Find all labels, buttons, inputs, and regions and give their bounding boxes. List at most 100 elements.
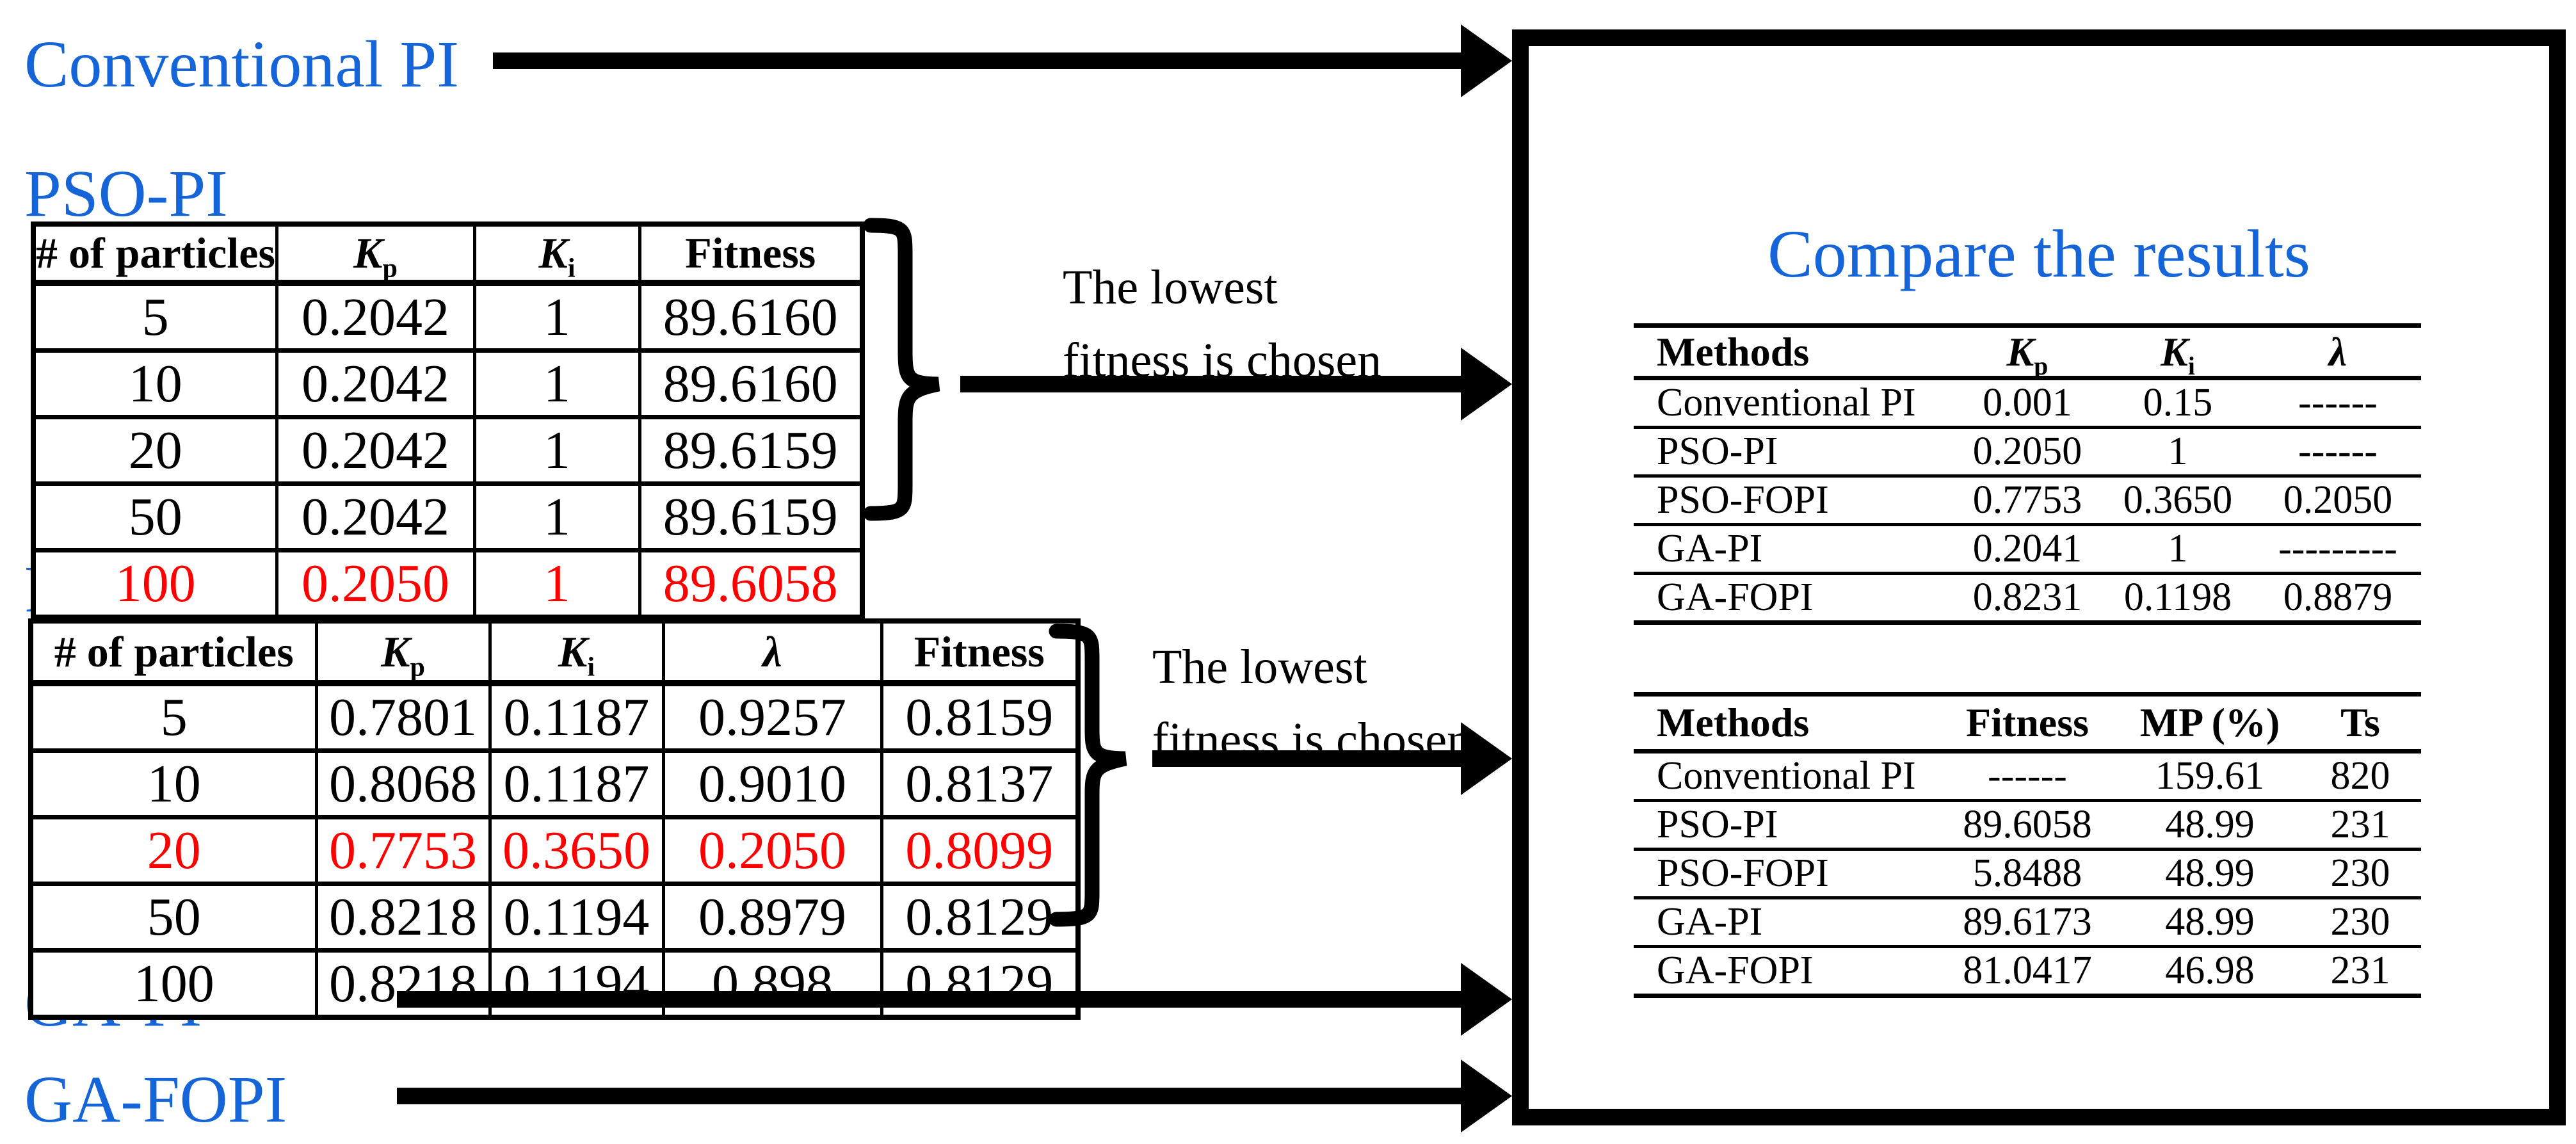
- table-cell: Conventional PI: [1634, 378, 1954, 429]
- table-cell: 50: [29, 882, 318, 953]
- label-pso-pi: PSO-PI: [24, 157, 228, 230]
- table-cell: 48.99: [2120, 849, 2299, 899]
- table-cell: 48.99: [2120, 898, 2299, 948]
- table-row: PSO-PI 89.6058 48.99 231: [1634, 800, 2421, 851]
- arrow-shaft: [1152, 750, 1465, 767]
- note-line: The lowest: [1152, 640, 1367, 694]
- table-cell: 0.2042: [275, 481, 476, 552]
- table-cell: 1: [472, 280, 641, 353]
- table-cell: 89.6058: [638, 548, 864, 620]
- table-cell: ---------: [2255, 524, 2421, 575]
- table-cell: 0.8879: [2255, 573, 2421, 625]
- table-cell: GA-FOPI: [1634, 573, 1954, 625]
- table-cell: 100: [29, 948, 318, 1020]
- table-cell: 1: [472, 548, 641, 620]
- arrow-shaft: [493, 52, 1465, 69]
- table-row: 5 0.7801 0.1187 0.9257 0.8159: [29, 681, 1080, 753]
- table-row: GA-FOPI 0.8231 0.1198 0.8879: [1634, 573, 2421, 625]
- table-cell: 231: [2299, 946, 2421, 998]
- pso-pi-table: # of particles Kp Ki Fitness 5 0.2042 1 89.6160…: [31, 222, 865, 620]
- table-header-row: # of particles Kp Ki Fitness: [31, 222, 864, 286]
- table-cell: 1: [472, 348, 641, 419]
- table-cell: 230: [2299, 898, 2421, 948]
- table-cell: 0.7753: [314, 815, 492, 886]
- column-header: # of particles: [31, 222, 278, 286]
- table-cell: 0.8068: [314, 748, 492, 819]
- table-row: 10 0.2042 1 89.6160: [31, 348, 864, 419]
- table-cell: 10: [31, 348, 278, 419]
- table-cell: 0.1198: [2101, 573, 2255, 625]
- table-cell: 0.2050: [275, 548, 476, 620]
- table-header-row: Methods Fitness MP (%) Ts: [1634, 692, 2421, 753]
- table-cell: 0.001: [1954, 378, 2101, 429]
- column-header: Ki: [488, 618, 665, 686]
- table-cell: 81.0417: [1935, 946, 2120, 998]
- table-row: 50 0.8218 0.1194 0.8979 0.8129: [29, 882, 1080, 953]
- table-cell: 0.2042: [275, 415, 476, 486]
- column-header: λ: [661, 618, 883, 686]
- table-cell: 0.8979: [661, 882, 883, 953]
- column-header: Ki: [472, 222, 641, 286]
- table-row: 50 0.2042 1 89.6159: [31, 481, 864, 552]
- table-header-row: Methods Kp Ki λ: [1634, 323, 2421, 380]
- column-header: # of particles: [29, 618, 318, 686]
- table-cell: 89.6173: [1935, 898, 2120, 948]
- column-header: Kp: [1954, 323, 2101, 380]
- arrow-pso-fopi-result: [1152, 722, 1512, 795]
- table-cell: Conventional PI: [1634, 751, 1935, 802]
- column-header: Fitness: [638, 222, 864, 286]
- table-cell: 48.99: [2120, 800, 2299, 851]
- table-cell: 0.2050: [1954, 427, 2101, 478]
- table-row: 20 0.7753 0.3650 0.2050 0.8099: [29, 815, 1080, 886]
- table-row: PSO-FOPI 0.7753 0.3650 0.2050: [1634, 476, 2421, 526]
- table-cell: 5.8488: [1935, 849, 2120, 899]
- table-cell: 0.7753: [1954, 476, 2101, 526]
- table-cell: 0.8231: [1954, 573, 2101, 625]
- arrow-head-icon: [1461, 348, 1512, 421]
- table-cell: 0.8129: [880, 882, 1080, 953]
- table-cell: 20: [31, 415, 278, 486]
- column-header: MP (%): [2120, 692, 2299, 753]
- table-cell: GA-PI: [1634, 898, 1935, 948]
- table-row: PSO-PI 0.2050 1 ------: [1634, 427, 2421, 478]
- table-cell: 0.2050: [661, 815, 883, 886]
- table-cell: 0.7801: [314, 681, 492, 753]
- column-header: Fitness: [880, 618, 1080, 686]
- column-header: Ts: [2299, 692, 2421, 753]
- table-cell: 10: [29, 748, 318, 819]
- table-cell: 0.1187: [488, 748, 665, 819]
- table-row: 10 0.8068 0.1187 0.9010 0.8137: [29, 748, 1080, 819]
- brace-pso-pi-icon: [863, 218, 940, 521]
- table-cell: PSO-FOPI: [1634, 476, 1954, 526]
- column-header: λ: [2255, 323, 2421, 380]
- table-cell: GA-FOPI: [1634, 946, 1935, 998]
- table-cell: 0.2050: [2255, 476, 2421, 526]
- table-cell: 820: [2299, 751, 2421, 802]
- table-cell: 0.9257: [661, 681, 883, 753]
- note-line: The lowest: [1063, 261, 1278, 314]
- arrow-head-icon: [1461, 24, 1512, 97]
- table-row: Conventional PI ------ 159.61 820: [1634, 751, 2421, 802]
- table-cell: 5: [29, 681, 318, 753]
- column-header: Methods: [1634, 692, 1935, 753]
- table-header-row: # of particles Kp Ki λ Fitness: [29, 618, 1080, 686]
- table-row: PSO-FOPI 5.8488 48.99 230: [1634, 849, 2421, 899]
- table-cell: 5: [31, 280, 278, 353]
- column-header: Ki: [2101, 323, 2255, 380]
- arrow-shaft: [397, 991, 1465, 1008]
- column-header: Methods: [1634, 323, 1954, 380]
- table-cell: 0.8137: [880, 748, 1080, 819]
- table-cell: 0.3650: [488, 815, 665, 886]
- compare-params-table: Methods Kp Ki λ Conventional PI 0.001 0.15 ----…: [1634, 323, 2421, 625]
- arrow-ga-fopi: [397, 1059, 1512, 1132]
- table-row: GA-PI 89.6173 48.99 230: [1634, 898, 2421, 948]
- label-conventional-pi: Conventional PI: [24, 28, 459, 101]
- table-cell: 1: [2101, 524, 2255, 575]
- table-cell: 0.3650: [2101, 476, 2255, 526]
- table-cell: 1: [472, 415, 641, 486]
- table-cell: PSO-PI: [1634, 800, 1935, 851]
- table-cell: 0.8218: [314, 882, 492, 953]
- table-row: Conventional PI 0.001 0.15 ------: [1634, 378, 2421, 429]
- table-cell: ------: [2255, 378, 2421, 429]
